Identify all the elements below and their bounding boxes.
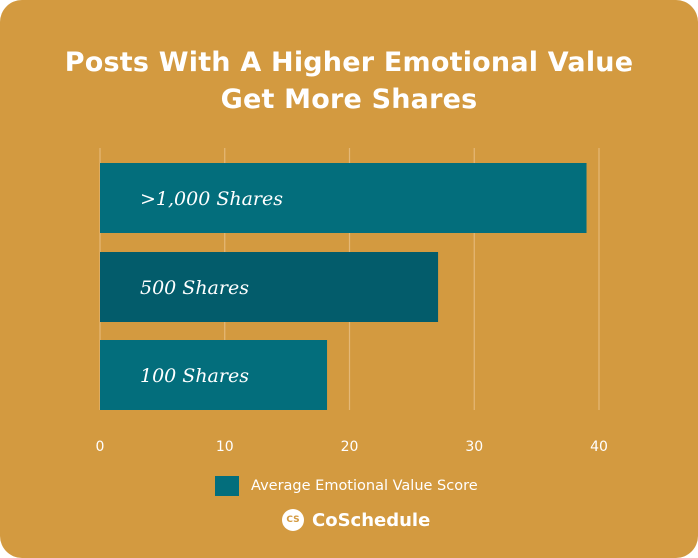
chart-title-line-1: Posts With A Higher Emotional Value [64, 47, 634, 78]
x-tick-label-1: 10 [216, 439, 234, 455]
bar-label-1: 500 Shares [140, 277, 249, 299]
x-tick-label-4: 40 [590, 439, 608, 455]
x-tick-label-2: 20 [341, 439, 359, 455]
legend-swatch [215, 476, 239, 496]
chart-title: Posts With A Higher Emotional Value Get … [0, 44, 698, 118]
bar-label-0: >1,000 Shares [140, 188, 283, 210]
legend: Average Emotional Value Score [215, 475, 478, 497]
chart-title-line-2: Get More Shares [220, 84, 478, 115]
bar-0 [100, 163, 587, 233]
brand: CS CoSchedule [282, 507, 430, 533]
brand-logo-text: CS [286, 515, 300, 525]
x-tick-label-3: 30 [465, 439, 483, 455]
bar-label-2: 100 Shares [140, 365, 249, 387]
brand-name: CoSchedule [312, 509, 431, 531]
x-tick-label-0: 0 [96, 439, 105, 455]
legend-label: Average Emotional Value Score [251, 478, 478, 494]
bar-2 [100, 340, 328, 410]
bar-1 [100, 252, 439, 322]
coschedule-logo-icon: CS [282, 509, 304, 531]
